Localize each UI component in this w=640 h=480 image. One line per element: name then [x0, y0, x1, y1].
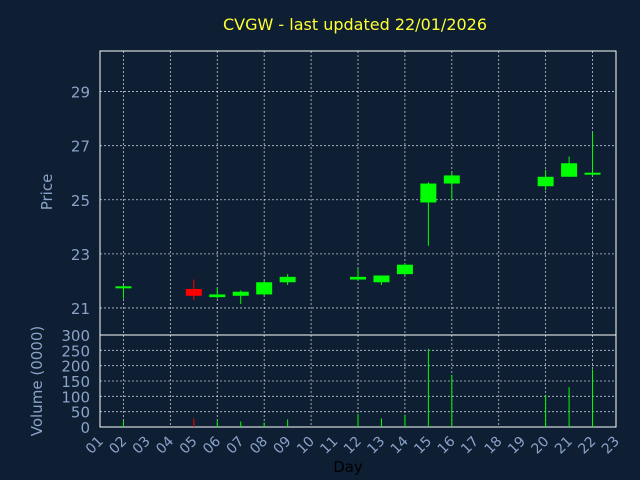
price-tick-label: 27 [71, 138, 90, 156]
x-tick-label: 01 [83, 434, 107, 458]
candle-body [373, 275, 390, 283]
candles [115, 132, 601, 304]
candle [396, 263, 413, 276]
candle [373, 275, 390, 285]
chart-title: CVGW - last updated 22/01/2026 [223, 15, 487, 34]
volume-tick-label: 150 [61, 373, 90, 391]
candle [232, 290, 249, 304]
candle-body [232, 291, 249, 296]
price-tick-label: 23 [71, 246, 90, 264]
price-tick-label: 25 [71, 192, 90, 210]
volume-tick-label: 300 [61, 327, 90, 345]
candle [350, 268, 366, 281]
candle-body [350, 276, 366, 280]
candle-body [256, 282, 273, 295]
candle-body [420, 183, 437, 203]
candle-body [537, 176, 554, 187]
x-tick-label: 08 [247, 434, 271, 458]
x-tick-labels: 01 02 03 04 05 06 07 08 09 10 11 12 13 14 15 16 17 18 19 20… [83, 433, 623, 457]
volume-tick-label: 50 [71, 404, 90, 422]
x-tick-label: 04 [153, 433, 177, 457]
candle-body [584, 172, 601, 175]
price-axis-label: Price [38, 174, 56, 211]
x-tick-label: 19 [505, 434, 529, 458]
volume-tick-label: 0 [80, 419, 90, 437]
candle-body [209, 294, 226, 298]
x-tick-label: 17 [458, 434, 482, 458]
x-tick-label: 07 [224, 434, 248, 458]
x-tick-label: 21 [552, 434, 576, 458]
candle [443, 171, 460, 200]
candle-body [443, 175, 460, 184]
x-axis-label: Day [333, 458, 363, 476]
candle-body [279, 276, 296, 283]
candle [561, 156, 578, 177]
x-tick-label: 02 [106, 434, 130, 458]
candle [420, 182, 437, 246]
x-tick-label: 15 [411, 434, 435, 458]
candle [256, 280, 273, 296]
x-tick-label: 18 [482, 434, 506, 458]
volume-axis-label: Volume (0000) [28, 326, 46, 436]
candle [537, 170, 554, 191]
candle [209, 287, 226, 299]
candle-body [115, 286, 132, 289]
price-tick-label: 29 [71, 84, 90, 102]
price-tick-labels: 21 23 25 27 29 [71, 84, 90, 318]
volume-bars [122, 348, 594, 427]
x-tick-label: 22 [575, 434, 599, 458]
x-tick-label: 11 [317, 434, 341, 458]
volume-tick-label: 250 [61, 342, 90, 360]
x-tick-label: 16 [435, 433, 459, 457]
x-tick-label: 06 [200, 433, 224, 457]
candle [584, 132, 601, 176]
x-tick-label: 13 [364, 434, 388, 458]
candle-body [396, 264, 413, 275]
volume-grid [100, 335, 616, 427]
candle-body [561, 163, 578, 177]
x-tick-label: 10 [294, 434, 318, 458]
x-tick-label: 20 [529, 434, 553, 458]
x-tick-label: 09 [271, 434, 295, 458]
price-tick-label: 21 [71, 300, 90, 318]
candle [185, 279, 202, 300]
candle [279, 274, 296, 285]
x-tick-label: 03 [130, 434, 154, 458]
x-tick-label: 14 [388, 433, 412, 457]
volume-tick-label: 200 [61, 358, 90, 376]
volume-tick-label: 100 [61, 388, 90, 406]
x-tick-label: 12 [341, 434, 365, 458]
candle-body [185, 289, 202, 296]
candle [115, 284, 132, 299]
x-tick-label: 05 [177, 434, 201, 458]
x-tick-label: 23 [599, 434, 623, 458]
price-grid [100, 51, 616, 335]
